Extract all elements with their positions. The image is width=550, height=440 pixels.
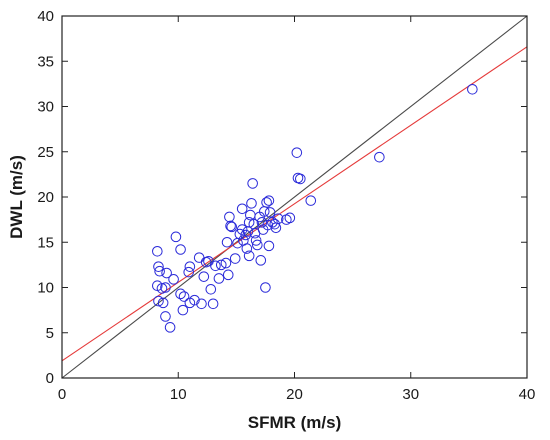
x-tick-label: 40 <box>519 386 536 403</box>
y-tick-label: 40 <box>37 8 54 25</box>
data-point <box>205 284 217 295</box>
y-tick-label: 10 <box>37 280 54 297</box>
data-point <box>245 209 256 221</box>
data-point <box>184 261 196 272</box>
data-point <box>467 84 478 95</box>
data-point <box>291 147 303 158</box>
x-axis-title: SFMR (m/s) <box>248 413 342 432</box>
data-point <box>255 255 267 266</box>
data-point <box>374 151 385 163</box>
identity-line <box>61 15 528 379</box>
data-point <box>175 244 186 255</box>
data-point <box>189 294 200 306</box>
data-point <box>251 239 263 251</box>
reference-lines <box>61 15 528 379</box>
data-point <box>175 288 186 300</box>
y-axis-title: DWL (m/s) <box>7 155 26 239</box>
data-point <box>305 195 317 206</box>
data-point <box>250 235 262 246</box>
y-tick-label: 20 <box>37 189 54 206</box>
data-point <box>168 274 179 285</box>
data-point <box>157 297 169 309</box>
y-tick-label: 0 <box>46 370 54 387</box>
data-point <box>241 243 253 254</box>
data-point <box>222 269 234 281</box>
data-point <box>246 198 257 209</box>
data-point <box>161 267 172 279</box>
data-point <box>170 231 182 243</box>
data-point <box>263 195 275 206</box>
data-point <box>196 298 207 310</box>
data-point <box>164 322 176 333</box>
data-point <box>295 173 306 185</box>
data-point <box>229 253 241 264</box>
data-point <box>272 213 284 225</box>
data-point <box>193 252 205 263</box>
data-point <box>236 224 248 235</box>
data-point <box>152 246 163 257</box>
x-tick-label: 0 <box>58 386 66 403</box>
data-point <box>232 237 243 249</box>
data-point <box>210 260 221 272</box>
data-point <box>198 271 210 282</box>
y-axis-ticks: 0 5 10 15 20 25 30 35 40 <box>37 8 527 387</box>
data-point <box>243 217 255 228</box>
y-tick-label: 25 <box>37 144 54 161</box>
x-tick-label: 20 <box>286 386 303 403</box>
data-point <box>154 265 165 277</box>
y-tick-label: 30 <box>37 99 54 116</box>
regression-fit-line <box>61 46 528 362</box>
data-point <box>207 298 219 310</box>
data-point <box>153 261 164 272</box>
scatter-points <box>152 84 478 333</box>
y-tick-label: 5 <box>46 325 54 342</box>
x-axis-ticks: 0 10 20 30 40 <box>58 16 536 403</box>
x-tick-label: 10 <box>170 386 187 403</box>
data-point <box>178 291 190 302</box>
data-point <box>213 273 225 284</box>
x-tick-label: 30 <box>402 386 419 403</box>
y-tick-label: 35 <box>37 53 54 70</box>
data-point <box>270 222 282 234</box>
data-point <box>264 207 276 218</box>
data-point <box>160 282 171 293</box>
data-point <box>177 304 189 316</box>
data-point <box>220 257 232 269</box>
data-point <box>215 259 227 271</box>
data-point <box>260 282 271 293</box>
data-point <box>263 240 275 252</box>
data-point <box>284 212 296 224</box>
data-point <box>224 211 235 223</box>
data-point <box>183 266 195 278</box>
y-tick-label: 15 <box>37 234 54 251</box>
data-point <box>236 203 248 215</box>
data-point <box>243 250 255 262</box>
data-point <box>153 295 164 307</box>
data-point <box>160 311 171 322</box>
data-point <box>261 197 272 208</box>
data-point <box>247 178 258 189</box>
data-point <box>226 221 238 233</box>
data-point <box>221 236 233 248</box>
data-point <box>267 217 278 228</box>
data-point <box>256 217 268 228</box>
